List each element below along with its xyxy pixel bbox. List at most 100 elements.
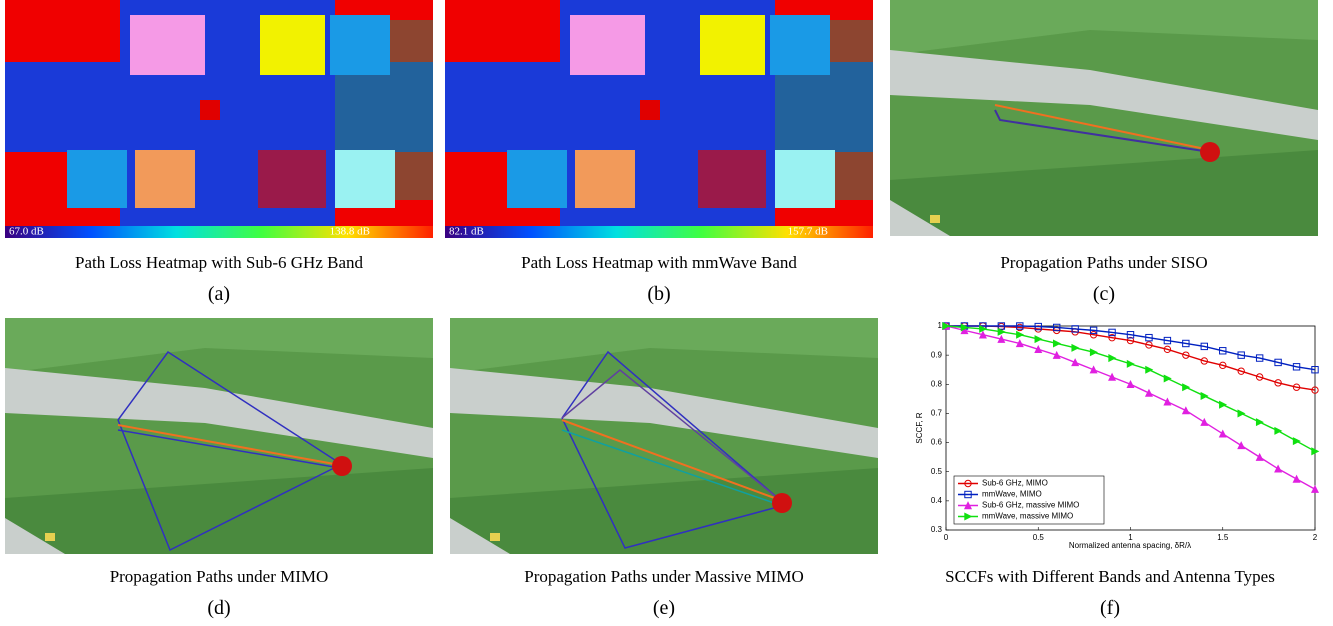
marker: [1200, 417, 1209, 426]
marker: [1292, 474, 1301, 483]
marker: [1255, 418, 1264, 427]
x-tick-label: 0.5: [1033, 533, 1045, 542]
legend-label: mmWave, massive MIMO: [982, 512, 1073, 521]
marker: [1255, 373, 1264, 381]
x-tick-label: 2: [1313, 533, 1318, 542]
x-axis-label: Normalized antenna spacing, δR/λ: [1069, 541, 1191, 550]
marker: [1089, 348, 1098, 357]
marker: [1145, 333, 1153, 342]
marker: [1200, 357, 1209, 365]
y-tick-label: 0.7: [931, 409, 943, 418]
y-tick-label: 0.3: [931, 525, 943, 534]
marker: [1292, 383, 1301, 391]
marker: [1034, 322, 1042, 331]
series-line: [946, 325, 1316, 391]
marker: [1108, 328, 1116, 337]
scene-render: [890, 0, 1318, 236]
y-tick-label: 1: [938, 321, 943, 330]
paths-siso: [994, 104, 1220, 162]
marker: [1182, 351, 1190, 359]
marker: [1015, 339, 1024, 348]
y-tick-label: 0.6: [931, 438, 943, 447]
x-tick-label: 1.5: [1217, 533, 1229, 542]
panel-label: (f): [1100, 597, 1120, 619]
marker: [1144, 388, 1153, 397]
marker: [1182, 383, 1191, 392]
marker: [1310, 484, 1320, 493]
heatmap: [5, 0, 433, 238]
marker: [1218, 429, 1227, 438]
x-tick-label: 1: [1128, 533, 1133, 542]
y-tick-label: 0.8: [931, 379, 943, 388]
marker: [1034, 344, 1043, 354]
colorbar-min: 67.0 dB: [9, 226, 44, 238]
marker: [997, 334, 1006, 343]
marker: [1089, 331, 1098, 339]
marker: [1163, 397, 1172, 406]
marker: [1200, 391, 1209, 400]
marker: [1108, 333, 1116, 342]
marker: [1311, 366, 1319, 374]
legend-label: Sub-6 GHz, massive MIMO: [982, 501, 1079, 510]
marker: [1237, 441, 1246, 450]
marker: [1255, 452, 1264, 461]
marker: [1292, 363, 1301, 371]
marker: [1255, 354, 1264, 362]
marker: [964, 490, 972, 499]
panel-label: (e): [653, 597, 675, 619]
paths-massive-mimo: [561, 350, 792, 549]
series-line: [946, 325, 1316, 371]
marker: [1163, 336, 1172, 345]
marker: [1237, 409, 1246, 418]
caption: Propagation Paths under MIMO: [110, 567, 329, 586]
scene-render: [5, 318, 433, 554]
marker: [1219, 400, 1228, 409]
marker: [1126, 379, 1135, 388]
x-tick-label: 0: [944, 533, 949, 542]
marker: [1071, 325, 1079, 333]
marker: [964, 512, 973, 521]
marker: [942, 321, 951, 331]
marker: [1016, 330, 1025, 339]
paths-mimo: [117, 350, 352, 552]
marker: [1200, 342, 1208, 351]
marker: [1053, 323, 1061, 332]
colorbar-max: 138.8 dB: [330, 226, 370, 238]
marker: [1274, 464, 1283, 473]
panel-label: (d): [207, 597, 230, 619]
marker: [978, 330, 987, 339]
marker: [1089, 365, 1098, 374]
colorbar-max: 157.7 dB: [788, 226, 828, 238]
y-tick-label: 0.4: [931, 496, 943, 505]
panel-label: (c): [1093, 283, 1115, 305]
legend-box: [953, 475, 1105, 525]
sccf-chart: Normalized antenna spacing, δR/λ SCCF, R…: [915, 321, 1320, 550]
marker: [1145, 365, 1154, 374]
marker: [1016, 322, 1024, 330]
marker: [997, 327, 1006, 336]
marker: [1126, 359, 1135, 368]
marker: [1126, 336, 1135, 345]
caption: Path Loss Heatmap with Sub-6 GHz Band: [75, 253, 364, 272]
panel-label: (b): [647, 283, 670, 305]
marker: [1089, 326, 1098, 335]
marker: [1219, 347, 1227, 355]
caption: Propagation Paths under Massive MIMO: [524, 567, 804, 586]
marker: [1108, 354, 1117, 363]
y-tick-label: 0.5: [931, 467, 943, 476]
caption: SCCFs with Different Bands and Antenna T…: [945, 567, 1275, 586]
marker: [997, 322, 1006, 330]
legend-label: mmWave, MIMO: [982, 490, 1042, 499]
caption: Path Loss Heatmap with mmWave Band: [521, 253, 797, 272]
marker: [1219, 361, 1227, 370]
marker: [1237, 367, 1245, 375]
marker: [963, 501, 973, 510]
marker: [1181, 406, 1190, 415]
marker: [1071, 343, 1080, 352]
marker: [1034, 335, 1043, 344]
y-axis-label: SCCF, R: [915, 412, 924, 443]
marker: [1071, 358, 1080, 367]
caption: Propagation Paths under SISO: [1000, 253, 1207, 272]
marker: [960, 323, 969, 332]
